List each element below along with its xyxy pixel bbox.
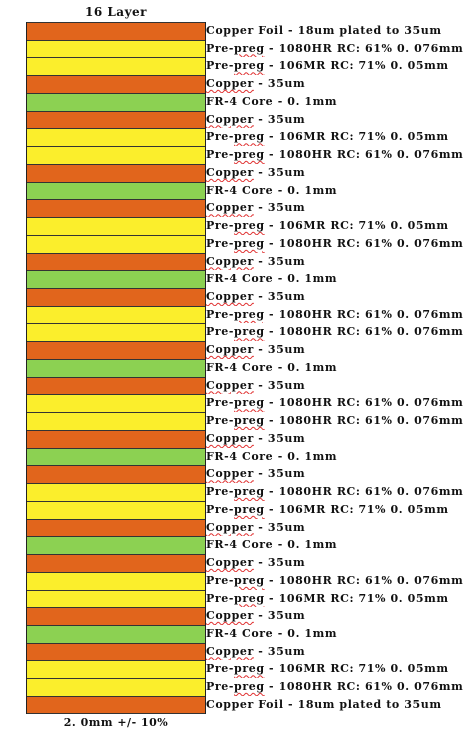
layer-prepreg — [27, 305, 205, 324]
layer-label: Pre-preg - 106MR RC: 71% 0. 05mm — [206, 130, 449, 144]
layer-core — [27, 92, 205, 111]
layer-labels: Copper Foil - 18um plated to 35um Pre-pre… — [206, 22, 474, 714]
layer-label: FR-4 Core - 0. 1mm — [206, 538, 338, 552]
layer-label: Copper - 35um — [206, 254, 306, 268]
layer-prepreg — [27, 57, 205, 76]
layer-prepreg — [27, 128, 205, 147]
layer-prepreg — [27, 323, 205, 342]
layer-copper — [27, 163, 205, 182]
board-thickness: 2. 0mm +/- 10% — [63, 716, 169, 729]
layer-copper — [27, 75, 205, 93]
layer-label: Copper - 35um — [206, 556, 306, 570]
layer-label: Copper - 35um — [206, 467, 306, 481]
layer-label: Pre-preg - 1080HR RC: 61% 0. 076mm — [206, 573, 464, 587]
layer-label: FR-4 Core - 0. 1mm — [206, 183, 338, 197]
layer-core — [27, 270, 205, 289]
layer-label: FR-4 Core - 0. 1mm — [206, 272, 338, 286]
layer-copper — [27, 642, 205, 661]
layer-label: Copper - 35um — [206, 609, 306, 623]
layer-prepreg — [27, 571, 205, 590]
layer-label: Copper - 35um — [206, 378, 306, 392]
layer-prepreg — [27, 217, 205, 235]
layer-label: Copper - 35um — [206, 290, 306, 304]
layer-copper — [27, 110, 205, 129]
layer-prepreg — [27, 146, 205, 164]
layer-label: Pre-preg - 106MR RC: 71% 0. 05mm — [206, 59, 449, 73]
layer-label: Copper - 35um — [206, 431, 306, 445]
layer-prepreg — [27, 234, 205, 253]
layer-label: FR-4 Core - 0. 1mm — [206, 626, 338, 640]
layer-label: Pre-preg - 1080HR RC: 61% 0. 076mm — [206, 236, 464, 250]
layer-label: Copper Foil - 18um plated to 35um — [206, 24, 442, 37]
layer-label: Pre-preg - 1080HR RC: 61% 0. 076mm — [206, 148, 464, 162]
layer-label: Copper Foil - 18um plated to 35um — [206, 697, 442, 711]
layer-label: Pre-preg - 1080HR RC: 61% 0. 076mm — [206, 680, 464, 694]
layer-copper — [27, 554, 205, 572]
layer-label: Pre-preg - 106MR RC: 71% 0. 05mm — [206, 502, 449, 516]
layer-core — [27, 624, 205, 643]
layer-core — [27, 536, 205, 555]
layer-label: Pre-preg - 1080HR RC: 61% 0. 076mm — [206, 307, 464, 321]
layer-label: Copper - 35um — [206, 644, 306, 658]
layer-label: Copper - 35um — [206, 201, 306, 215]
layer-copper — [27, 607, 205, 625]
layer-prepreg — [27, 660, 205, 679]
layer-copper — [27, 376, 205, 395]
layer-copper — [27, 518, 205, 537]
layer-label: Pre-preg - 106MR RC: 71% 0. 05mm — [206, 662, 449, 676]
layer-label: FR-4 Core - 0. 1mm — [206, 360, 338, 374]
layer-label: Pre-preg - 106MR RC: 71% 0. 05mm — [206, 219, 449, 233]
layer-label: Copper - 35um — [206, 343, 306, 357]
layer-copper — [27, 199, 205, 218]
layer-prepreg — [27, 39, 205, 58]
layer-copper — [27, 252, 205, 271]
layer-label: FR-4 Core - 0. 1mm — [206, 449, 338, 463]
layer-label: Pre-preg - 1080HR RC: 61% 0. 076mm — [206, 485, 464, 499]
layer-label: Pre-preg - 106MR RC: 71% 0. 05mm — [206, 591, 449, 605]
layer-label: FR-4 Core - 0. 1mm — [206, 94, 338, 108]
layer-stack — [26, 22, 206, 714]
layer-copper — [27, 429, 205, 448]
layer-label: Copper - 35um — [206, 520, 306, 534]
layer-label: Copper - 35um — [206, 165, 306, 179]
layer-prepreg — [27, 500, 205, 519]
layer-label: Pre-preg - 1080HR RC: 61% 0. 076mm — [206, 41, 464, 55]
layer-copper — [27, 695, 205, 714]
layer-label: Pre-preg - 1080HR RC: 61% 0. 076mm — [206, 396, 464, 410]
layer-prepreg — [27, 483, 205, 501]
layer-label: Pre-preg - 1080HR RC: 61% 0. 076mm — [206, 325, 464, 339]
layer-prepreg — [27, 589, 205, 608]
layer-prepreg — [27, 412, 205, 430]
layer-prepreg — [27, 394, 205, 413]
layer-copper — [27, 288, 205, 306]
stackup-title: 16 Layer — [84, 5, 148, 19]
layer-label: Copper - 35um — [206, 77, 306, 91]
layer-core — [27, 358, 205, 377]
layer-copper — [27, 341, 205, 359]
layer-label: Pre-preg - 1080HR RC: 61% 0. 076mm — [206, 414, 464, 428]
layer-core — [27, 181, 205, 200]
layer-copper — [27, 22, 205, 40]
layer-prepreg — [27, 678, 205, 696]
layer-core — [27, 447, 205, 466]
layer-copper — [27, 465, 205, 484]
layer-label: Copper - 35um — [206, 112, 306, 126]
